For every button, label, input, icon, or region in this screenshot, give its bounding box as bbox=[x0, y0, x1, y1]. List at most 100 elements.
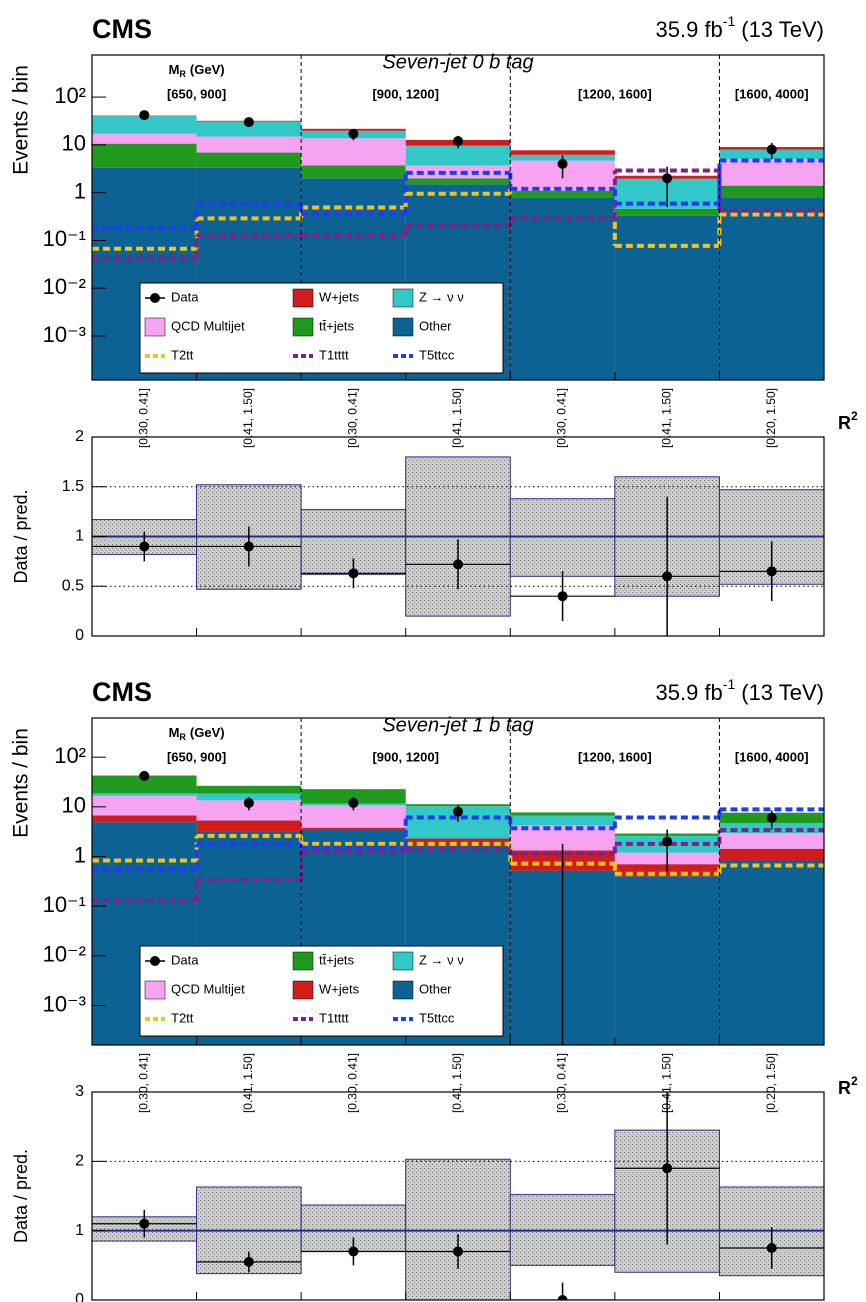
x-tick-label: [0.30, 0.41] bbox=[346, 388, 360, 448]
x-tick-label: [0.20, 1.50] bbox=[764, 1053, 778, 1113]
y-tick-label: 3 bbox=[75, 1083, 84, 1100]
experiment-label: CMS bbox=[92, 14, 152, 44]
legend-marker bbox=[392, 288, 414, 308]
stack-segment bbox=[92, 815, 197, 823]
legend-label: Z → ν ν bbox=[419, 952, 464, 967]
stack-segment bbox=[196, 793, 302, 801]
data-point bbox=[243, 797, 254, 808]
x-tick-label: [0.41, 1.50] bbox=[241, 1053, 255, 1113]
stack-segment bbox=[719, 833, 824, 849]
legend-marker bbox=[292, 288, 314, 308]
data-point bbox=[243, 117, 254, 128]
y-tick-label: 0 bbox=[75, 627, 84, 644]
legend-label: Z → ν ν bbox=[419, 289, 464, 304]
y-tick-label: 10⁻¹ bbox=[43, 892, 86, 917]
stack-segment bbox=[196, 785, 302, 794]
legend-label: W+jets bbox=[319, 289, 360, 304]
mr-symbol: M bbox=[169, 62, 180, 77]
y-tick-label: 10⁻³ bbox=[43, 991, 86, 1016]
mr-range-label: [900, 1200] bbox=[372, 749, 439, 764]
legend-label: Data bbox=[171, 289, 199, 304]
mr-range-label: [900, 1200] bbox=[372, 86, 439, 101]
data-point bbox=[453, 559, 463, 570]
stack-segment bbox=[719, 159, 824, 186]
legend-label: T5ttcc bbox=[419, 347, 455, 362]
y-tick-label: 0 bbox=[75, 1291, 84, 1302]
chart-subtitle: Seven-jet 0 b tag bbox=[382, 51, 533, 73]
data-point bbox=[139, 541, 150, 552]
data-point bbox=[557, 591, 568, 602]
plot-frame bbox=[91, 717, 825, 1046]
stack-segment bbox=[92, 116, 197, 134]
y-tick-label: 10⁻³ bbox=[43, 322, 86, 347]
mr-unit: (GeV) bbox=[190, 725, 225, 740]
y-tick-label: 1 bbox=[75, 528, 84, 545]
plot-area bbox=[92, 456, 824, 636]
data-point bbox=[557, 1295, 568, 1300]
energy-label: (13 TeV) bbox=[741, 680, 824, 705]
data-point bbox=[557, 158, 568, 169]
data-point bbox=[348, 1246, 359, 1257]
stack-segment bbox=[614, 215, 720, 380]
y-axis-title: Data / pred. bbox=[11, 1149, 31, 1243]
y-tick-label: 10 bbox=[62, 793, 86, 818]
legend-marker bbox=[392, 980, 414, 1000]
stack-segment bbox=[301, 138, 406, 166]
stack-segment bbox=[405, 838, 511, 846]
legend-label: T2tt bbox=[171, 347, 194, 362]
stack-segment bbox=[510, 190, 615, 198]
legend-marker bbox=[292, 951, 314, 971]
x-tick-label: [0.41, 1.50] bbox=[450, 388, 464, 448]
plot-frame bbox=[91, 54, 825, 381]
data-point bbox=[662, 571, 673, 582]
y-tick-label: 10⁻¹ bbox=[43, 226, 86, 251]
y-tick-label: 10 bbox=[62, 131, 86, 156]
energy-label: (13 TeV) bbox=[741, 17, 824, 42]
data-point bbox=[766, 1243, 777, 1253]
legend-label: T1tttt bbox=[319, 347, 349, 362]
y-tick-label: 2 bbox=[75, 1153, 84, 1170]
data-point bbox=[348, 568, 359, 579]
legend-marker bbox=[392, 317, 414, 337]
x-axis-sup: 2 bbox=[851, 1074, 858, 1088]
stack-segment bbox=[301, 805, 406, 828]
stack-segment bbox=[614, 208, 720, 216]
data-point bbox=[453, 806, 463, 817]
data-point bbox=[766, 812, 777, 823]
mr-range-label: [1600, 4000] bbox=[735, 749, 809, 764]
legend-label: T1tttt bbox=[319, 1010, 349, 1025]
data-point bbox=[662, 836, 673, 847]
y-axis-title: Events / bin bbox=[10, 65, 33, 175]
stack-segment bbox=[719, 848, 824, 861]
x-tick-label: [0.30, 0.41] bbox=[136, 388, 150, 448]
data-point bbox=[243, 541, 254, 552]
mr-symbol: M bbox=[169, 725, 180, 740]
legend-label: QCD Multijet bbox=[171, 318, 245, 333]
luminosity-label: 35.9 fb-1 (13 TeV) bbox=[656, 13, 824, 42]
stack-segment bbox=[301, 789, 406, 804]
legend-marker bbox=[150, 956, 160, 966]
stack-segment bbox=[301, 827, 406, 830]
legend-label: T5ttcc bbox=[419, 1010, 455, 1025]
y-tick-label: 1.5 bbox=[62, 478, 84, 495]
legend-marker bbox=[144, 980, 166, 1000]
mr-range-label: [650, 900] bbox=[167, 749, 226, 764]
stack-segment bbox=[301, 165, 406, 179]
x-axis-symbol: R bbox=[838, 1078, 851, 1098]
x-tick-label: [0.20, 1.50] bbox=[764, 388, 778, 448]
legend-marker bbox=[292, 317, 314, 337]
stack-segment bbox=[614, 876, 720, 1045]
legend-label: QCD Multijet bbox=[171, 981, 245, 996]
luminosity-label: 35.9 fb-1 (13 TeV) bbox=[656, 676, 824, 705]
stack-segment bbox=[92, 143, 197, 168]
x-axis-symbol: R bbox=[838, 413, 851, 433]
x-tick-label: [0.30, 0.41] bbox=[346, 1053, 360, 1113]
stack-segment bbox=[196, 820, 302, 832]
legend-label: Other bbox=[419, 318, 452, 333]
stack-segment bbox=[196, 800, 302, 821]
mr-subscript: R bbox=[179, 69, 186, 79]
legend-label: Data bbox=[171, 952, 199, 967]
plot-area bbox=[92, 1092, 824, 1300]
mr-range-label: [650, 900] bbox=[167, 86, 226, 101]
y-tick-label: 10⁻² bbox=[43, 942, 86, 967]
